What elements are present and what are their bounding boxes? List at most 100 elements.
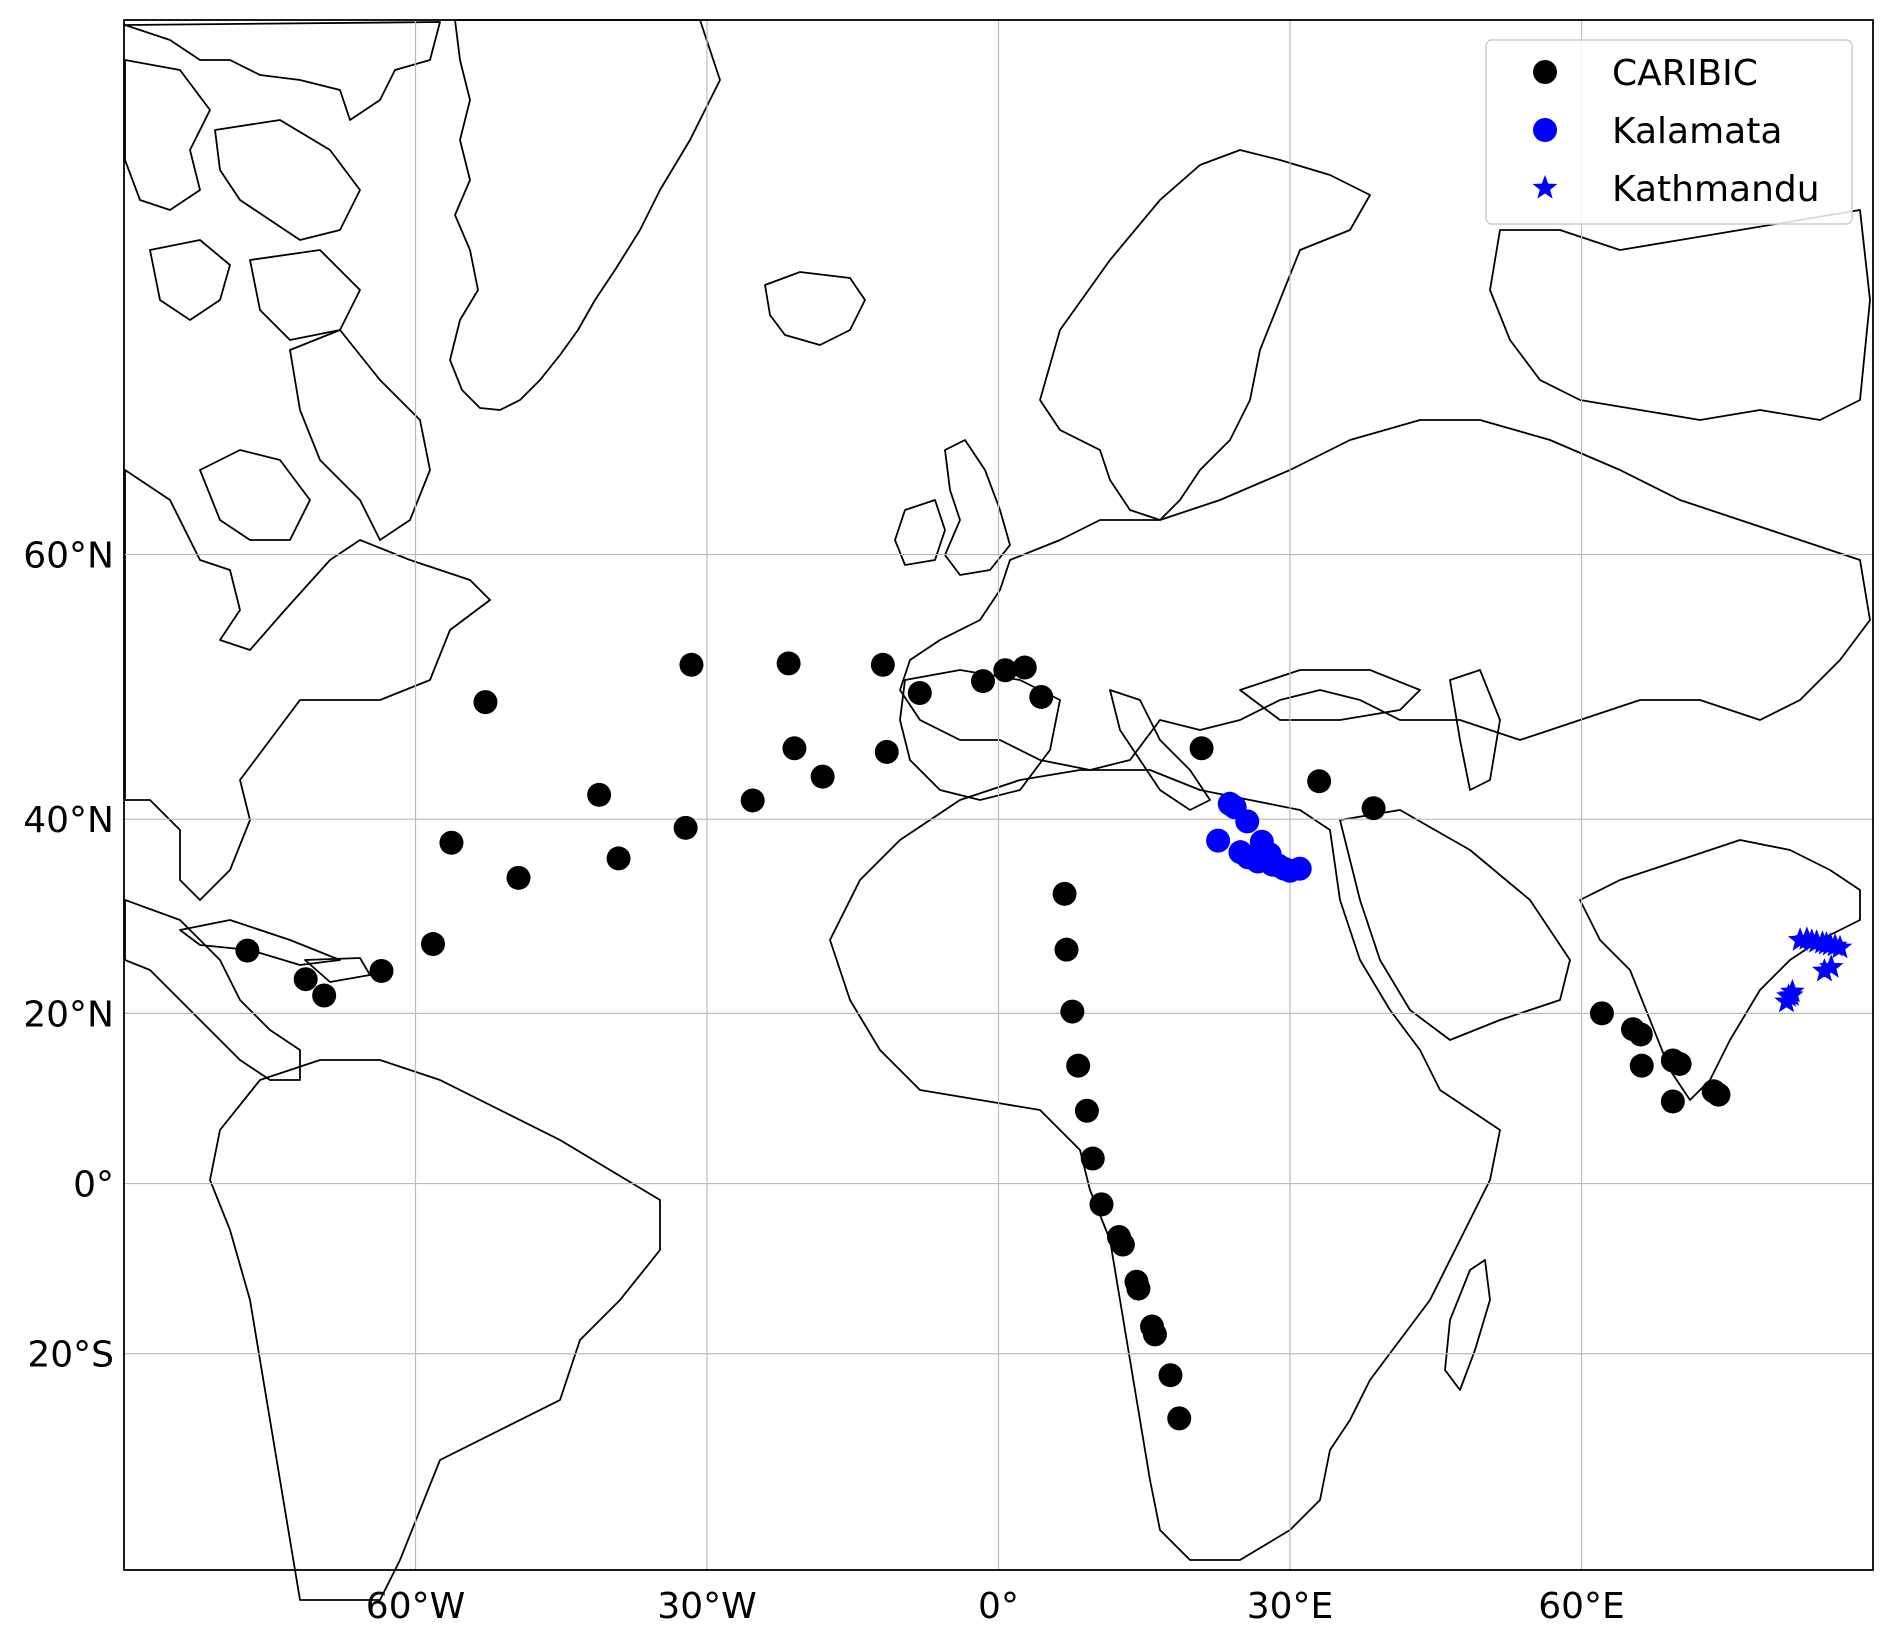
data-points (235, 651, 1853, 1431)
kalamata-point (1206, 828, 1231, 853)
caribic-point (235, 938, 260, 963)
y-tick-label: 0° (73, 1165, 114, 1206)
legend: CARIBIC Kalamata Kathmandu (1485, 39, 1853, 225)
legend-label-kathmandu: Kathmandu (1612, 169, 1820, 210)
ireland-outline (894, 499, 946, 566)
europe-outline (899, 419, 1871, 771)
caribic-point (673, 815, 698, 840)
caribic-point (740, 788, 765, 813)
caribic-point (1628, 1022, 1653, 1047)
caribic-point (1089, 1192, 1114, 1217)
baffin-island-outline (289, 329, 431, 541)
caribic-point (907, 681, 932, 706)
india-outline (1579, 839, 1861, 1101)
x-tick-labels: 60°W 30°W 0° 30°E 60°E (366, 1586, 1625, 1625)
legend-marker-caribic (1533, 60, 1557, 84)
caribic-point (1660, 1089, 1685, 1114)
caribic-point (1167, 1406, 1192, 1431)
caribic-point (679, 652, 704, 677)
x-tick-label: 30°E (1247, 1586, 1334, 1625)
caribic-point (1074, 1098, 1099, 1123)
arabia-outline (1339, 809, 1571, 1041)
kathmandu-point (1827, 934, 1853, 959)
caribic-point (506, 865, 531, 890)
asia-north-outline (1489, 209, 1871, 421)
x-tick-label: 60°E (1538, 1586, 1625, 1625)
legend-label-kalamata: Kalamata (1612, 111, 1782, 152)
caribic-point (870, 652, 895, 677)
italy-outline (1109, 689, 1211, 811)
legend-marker-kathmandu (1532, 175, 1558, 199)
graticule (124, 20, 1873, 1570)
arctic-islands-outline (124, 21, 441, 121)
kalamata-point (1235, 809, 1260, 834)
madagascar-outline (1444, 1259, 1491, 1391)
caribic-point (782, 736, 807, 761)
legend-marker-kalamata (1533, 118, 1557, 142)
y-tick-label: 60°N (23, 536, 114, 577)
caribic-point (473, 690, 498, 715)
x-tick-label: 30°W (657, 1586, 756, 1625)
legend-box (1485, 39, 1853, 225)
caribic-point (1189, 736, 1214, 761)
kalamata-point (1247, 840, 1272, 865)
caribic-point (293, 967, 318, 992)
caribic-point (1080, 1146, 1105, 1171)
coastlines-layer (124, 19, 1871, 1601)
caribic-point (1706, 1082, 1731, 1107)
caribic-point (1142, 1322, 1167, 1347)
caribic-point (1052, 881, 1077, 906)
caribic-point (1126, 1276, 1151, 1301)
caribic-point (993, 658, 1018, 683)
kathmandu-point (1818, 954, 1844, 978)
caribic-point (874, 739, 899, 764)
legend-label-caribic: CARIBIC (1612, 53, 1758, 94)
south-america-outline (209, 1059, 661, 1601)
caribic-point (1158, 1363, 1183, 1388)
caribic-point (1054, 937, 1079, 962)
caribic-point (439, 830, 464, 855)
x-tick-label: 60°W (366, 1586, 465, 1625)
iceland-outline (764, 271, 866, 346)
great-britain-outline (944, 439, 1011, 576)
caribic-point (1066, 1053, 1091, 1078)
caribic-point (1307, 769, 1332, 794)
kathmandu-point (1774, 988, 1799, 1013)
caspian-sea-outline (1449, 669, 1501, 791)
map-frame (123, 19, 1874, 1571)
kathmandu-point (1812, 958, 1837, 982)
caribic-point (1629, 1053, 1654, 1078)
kalamata-point (1287, 856, 1312, 881)
y-tick-label: 40°N (23, 800, 114, 841)
caribic-point (606, 846, 631, 871)
hudson-bay-outline (199, 449, 311, 541)
caribic-point (970, 669, 995, 694)
central-america-outline (124, 899, 301, 1081)
africa-outline (829, 769, 1501, 1561)
caribic-point (1589, 1001, 1614, 1026)
caribic-point (420, 932, 445, 957)
cuba-outline (179, 919, 341, 966)
caribic-point (587, 782, 612, 807)
y-tick-label: 20°S (27, 1335, 114, 1376)
caribic-point (369, 958, 394, 983)
caribic-point (776, 651, 801, 676)
caribic-point (1060, 999, 1085, 1024)
north-america-outline (124, 469, 491, 901)
arctic-island-outline (214, 119, 361, 241)
arctic-island-outline (124, 59, 211, 211)
y-tick-labels: 60°N 40°N 20°N 0° 20°S (23, 536, 114, 1376)
caribic-point (312, 983, 337, 1008)
scandinavia-outline (1039, 149, 1371, 521)
x-tick-label: 0° (978, 1586, 1019, 1625)
arctic-island-outline (149, 239, 231, 321)
caribic-point (810, 764, 835, 789)
caribic-point (1110, 1232, 1135, 1257)
caribic-point (1667, 1051, 1692, 1076)
y-tick-label: 20°N (23, 994, 114, 1035)
kathmandu-point (1779, 982, 1804, 1006)
greenland-outline (449, 19, 721, 411)
hispaniola-outline (304, 957, 371, 983)
